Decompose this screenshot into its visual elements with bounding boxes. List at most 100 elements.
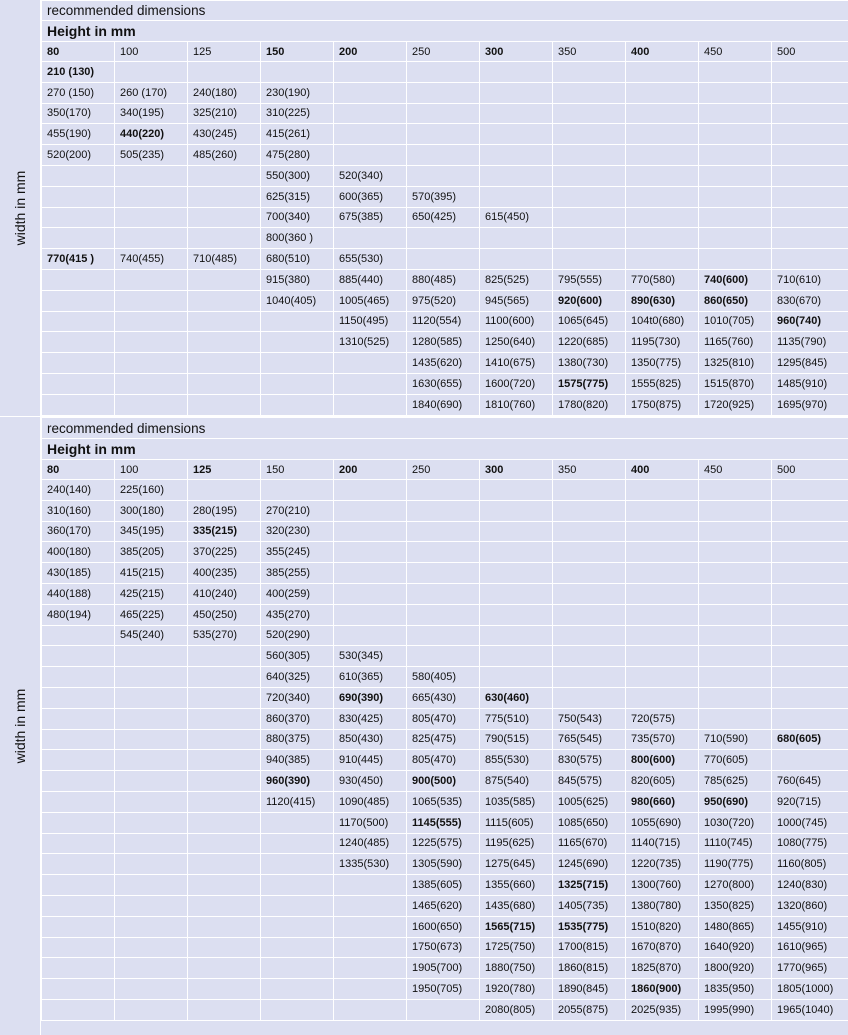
dimension-cell: 1250(640) bbox=[479, 331, 553, 354]
dimension-cell: 630(460) bbox=[479, 686, 553, 709]
dimension-cell bbox=[625, 624, 699, 647]
dimension-cell: 580(405) bbox=[406, 666, 480, 688]
dimension-cell: 600(365) bbox=[333, 185, 407, 208]
table-row: 1435(620) 1410(675) 1380(730) 1350(775) 1325… bbox=[41, 352, 848, 374]
dimension-cell bbox=[114, 998, 188, 1021]
dimension-cell bbox=[41, 957, 115, 980]
dimension-cell bbox=[770, 749, 848, 772]
dimension-cell bbox=[625, 102, 699, 125]
dimension-cell bbox=[698, 499, 772, 522]
dimension-cell: 700(340) bbox=[260, 206, 334, 229]
dimension-cell bbox=[770, 582, 848, 605]
dimension-cell: 1630(655) bbox=[406, 372, 480, 395]
dimension-cell bbox=[625, 582, 699, 605]
dimension-cell bbox=[552, 624, 626, 647]
dimension-cell: 440(188) bbox=[41, 582, 115, 605]
dimension-cell: 225(160) bbox=[114, 479, 188, 501]
dimension-cell: 1700(815) bbox=[552, 936, 626, 959]
dimension-cell: 1805(1000) bbox=[770, 978, 848, 1000]
dimension-cell bbox=[552, 144, 626, 166]
dimension-cell bbox=[698, 479, 772, 501]
dimensions-section-1: width in mm recommended dimensions Height… bbox=[0, 0, 848, 416]
dimension-cell bbox=[479, 541, 553, 564]
dimension-cell bbox=[187, 164, 261, 187]
dimension-cell bbox=[187, 957, 261, 980]
dimension-cell bbox=[333, 894, 407, 917]
table-row: 1040(405) 1005(465) 975(520) 945(565) 920(60… bbox=[41, 289, 848, 312]
dimension-cell: 930(450) bbox=[333, 770, 407, 792]
dimension-cell bbox=[114, 393, 188, 416]
dimension-cell: 710(610) bbox=[770, 268, 848, 291]
dimension-cell bbox=[333, 957, 407, 980]
dimension-cell bbox=[41, 164, 115, 187]
dimension-cell: 230(190) bbox=[260, 81, 334, 104]
dimension-cell bbox=[698, 582, 772, 605]
dimension-cell: 1030(720) bbox=[698, 811, 772, 834]
dimension-cell bbox=[260, 352, 334, 374]
dimension-cell bbox=[187, 874, 261, 896]
dimension-cell: 1555(825) bbox=[625, 372, 699, 395]
dimension-cell: 425(215) bbox=[114, 582, 188, 605]
dimension-cell bbox=[187, 645, 261, 668]
dimension-cell: 1010(705) bbox=[698, 310, 772, 333]
dimension-cell bbox=[333, 123, 407, 146]
dimension-cell bbox=[479, 248, 553, 270]
dimension-cell: 335(215) bbox=[187, 520, 261, 543]
dimension-cell bbox=[114, 874, 188, 896]
height-header-cell: 250 bbox=[406, 41, 480, 62]
dimension-cell: 1600(720) bbox=[479, 372, 553, 395]
dimension-cell bbox=[41, 331, 115, 354]
dimension-cell: 455(190) bbox=[41, 123, 115, 146]
dimension-cell bbox=[41, 707, 115, 730]
dimension-cell: 1890(845) bbox=[552, 978, 626, 1000]
dimension-cell bbox=[41, 206, 115, 229]
dimension-cell bbox=[552, 686, 626, 709]
table-row: 640(325) 610(365) 580(405) bbox=[41, 666, 848, 688]
dimension-cell bbox=[41, 770, 115, 792]
dimension-cell: 1325(715) bbox=[552, 874, 626, 896]
dimension-cell: 640(325) bbox=[260, 666, 334, 688]
dimension-cell bbox=[260, 393, 334, 416]
dimension-cell: 560(305) bbox=[260, 645, 334, 668]
dimension-cell bbox=[625, 164, 699, 187]
dimension-cell bbox=[770, 686, 848, 709]
dimension-cell: 945(565) bbox=[479, 289, 553, 312]
dimension-cell bbox=[260, 479, 334, 501]
dimension-cell bbox=[41, 978, 115, 1000]
dimension-cell: 625(315) bbox=[260, 185, 334, 208]
dimension-cell bbox=[41, 686, 115, 709]
dimension-cell: 1380(780) bbox=[625, 894, 699, 917]
dimension-cell bbox=[333, 352, 407, 374]
table-row: 720(340) 690(390) 665(430) 630(460) bbox=[41, 686, 848, 709]
dimension-cell: 340(195) bbox=[114, 102, 188, 125]
dimension-cell bbox=[698, 206, 772, 229]
dimension-cell: 1770(965) bbox=[770, 957, 848, 980]
dimension-cell: 1905(700) bbox=[406, 957, 480, 980]
dimension-cell: 1225(575) bbox=[406, 832, 480, 855]
dimension-cell: 1800(920) bbox=[698, 957, 772, 980]
dimension-cell bbox=[260, 915, 334, 938]
dimension-cell bbox=[114, 331, 188, 354]
dimension-cell: 1220(735) bbox=[625, 853, 699, 876]
dimension-cell bbox=[552, 520, 626, 543]
dimension-cell bbox=[625, 185, 699, 208]
dimension-cell bbox=[41, 352, 115, 374]
height-header-cell: 250 bbox=[406, 459, 480, 480]
dimension-cell: 1610(965) bbox=[770, 936, 848, 959]
table-row: 915(380) 885(440) 880(485) 825(525) 795(555)… bbox=[41, 268, 848, 291]
dimension-cell bbox=[625, 499, 699, 522]
dimension-cell: 1720(925) bbox=[698, 393, 772, 416]
dimension-cell: 675(385) bbox=[333, 206, 407, 229]
table-row: 350(170) 340(195) 325(210) 310(225) bbox=[41, 102, 848, 125]
height-header-cell: 100 bbox=[114, 41, 188, 62]
table-row: 455(190) 440(220) 430(245) 415(261) bbox=[41, 123, 848, 146]
dimension-cell: 950(690) bbox=[698, 790, 772, 813]
dimension-cell bbox=[41, 624, 115, 647]
dimension-cell: 795(555) bbox=[552, 268, 626, 291]
dimension-cell: 915(380) bbox=[260, 268, 334, 291]
dimension-cell bbox=[698, 603, 772, 626]
dimension-cell bbox=[333, 541, 407, 564]
table-row: 700(340) 675(385) 650(425) 615(450) bbox=[41, 206, 848, 229]
dimension-cell bbox=[260, 832, 334, 855]
dimension-cell: 910(445) bbox=[333, 749, 407, 772]
